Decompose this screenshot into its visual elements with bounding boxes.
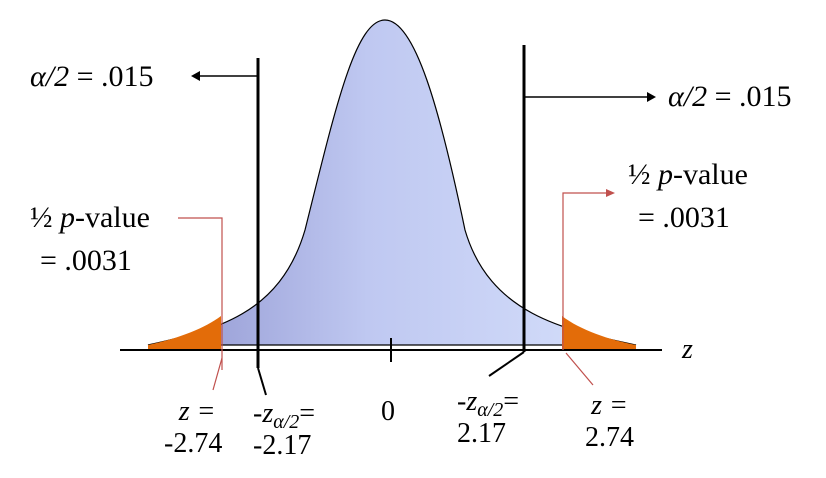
- zero-label: 0: [381, 396, 395, 427]
- right-critical-pointer: [488, 351, 525, 377]
- right-pvalue-label: ½ p-value: [628, 160, 748, 190]
- z-right-label: z = 2.74: [585, 390, 634, 454]
- right-pvalue-eq: = .0031: [638, 201, 730, 234]
- z-right-name: z =: [591, 390, 628, 421]
- bell-curve-area: [147, 19, 637, 346]
- right-pvalue-arrowhead: [606, 189, 615, 197]
- alpha-value: = .015: [76, 60, 154, 93]
- crit-left-subscript: α/2: [273, 411, 300, 433]
- left-pvalue-pointer: [178, 217, 223, 370]
- half-symbol: ½: [30, 201, 53, 234]
- crit-right-prefix: -z: [457, 386, 478, 417]
- right-alpha-label: α/2 = .015: [668, 82, 792, 112]
- left-pvalue-label: ½ p-value: [30, 203, 150, 233]
- right-alpha-arrowhead: [647, 92, 656, 102]
- alpha-symbol: α/2: [30, 60, 70, 93]
- right-pvalue-pointer: [562, 192, 608, 350]
- pvalue-text: -value: [75, 201, 150, 234]
- alpha-value: = .015: [714, 80, 792, 113]
- half-symbol: ½: [628, 158, 651, 191]
- z-left-value: -2.74: [164, 428, 223, 460]
- crit-right-suffix: =: [503, 386, 520, 417]
- crit-right-name: -zα/2=: [457, 386, 520, 421]
- axis-label: z: [682, 334, 693, 365]
- left-alpha-arrowhead: [191, 71, 200, 81]
- crit-left-label: -zα/2= -2.17: [253, 398, 315, 462]
- right-z-pointer: [565, 352, 594, 386]
- crit-right-subscript: α/2: [477, 399, 504, 421]
- p-symbol: p: [658, 158, 673, 191]
- crit-right-value: 2.17: [457, 418, 506, 450]
- crit-right-label: -zα/2= 2.17: [457, 386, 519, 450]
- z-right-value: 2.74: [585, 422, 634, 454]
- p-symbol: p: [60, 201, 75, 234]
- crit-left-value: -2.17: [253, 430, 312, 462]
- right-tail-area: [562, 316, 636, 350]
- crit-left-name: -zα/2=: [253, 398, 316, 433]
- crit-left-prefix: -z: [253, 398, 274, 429]
- crit-left-suffix: =: [299, 398, 316, 429]
- left-tail-area: [148, 316, 221, 350]
- left-alpha-label: α/2 = .015: [30, 62, 154, 92]
- pvalue-text: -value: [673, 158, 748, 191]
- alpha-symbol: α/2: [668, 80, 708, 113]
- left-z-pointer: [212, 357, 223, 391]
- z-left-name: z =: [178, 396, 216, 427]
- left-critical-pointer: [257, 367, 267, 396]
- left-pvalue-eq: = .0031: [40, 244, 132, 277]
- z-left-label: z = -2.74: [164, 396, 222, 460]
